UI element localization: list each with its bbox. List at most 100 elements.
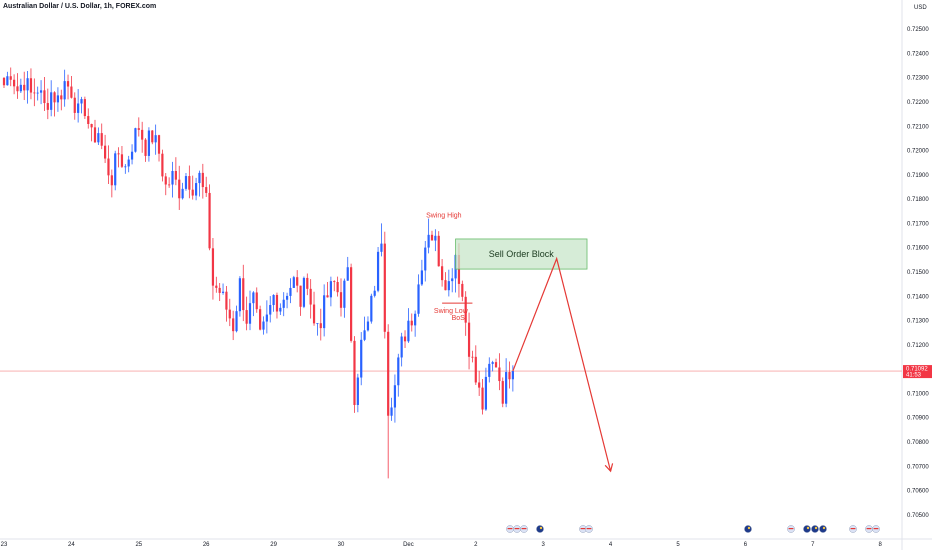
flag-stripe-icon xyxy=(514,528,520,530)
price-tick-label: 0.70500 xyxy=(907,513,929,519)
price-tick-label: 0.72400 xyxy=(907,51,929,57)
candle-body xyxy=(481,387,484,410)
time-tick-label: 2 xyxy=(474,542,478,548)
candle-body xyxy=(333,281,336,283)
candle-body xyxy=(441,266,444,281)
candle-body xyxy=(97,133,100,143)
candle-body xyxy=(471,356,474,358)
candle-body xyxy=(93,127,97,143)
candle-body xyxy=(198,172,201,184)
candle-body xyxy=(414,313,417,326)
candle-body xyxy=(427,234,430,248)
candle-body xyxy=(434,235,437,241)
candle-body xyxy=(252,292,255,304)
time-tick-label: 26 xyxy=(203,542,210,548)
candle-body xyxy=(73,97,76,113)
flag-stripe-icon xyxy=(521,528,527,530)
candle-body xyxy=(184,176,188,189)
candle-body xyxy=(168,184,171,186)
candle-body xyxy=(451,278,454,282)
candle-body xyxy=(114,153,117,186)
candle-body xyxy=(215,285,218,288)
globe-highlight-icon xyxy=(747,526,751,530)
candle-body xyxy=(124,166,127,168)
candle-body xyxy=(63,81,66,100)
candle-body xyxy=(309,288,312,305)
time-tick-label: 29 xyxy=(270,542,277,548)
price-tick-label: 0.71000 xyxy=(907,391,929,397)
candle-body xyxy=(275,294,279,312)
candle-body xyxy=(319,323,322,329)
time-tick-label: 3 xyxy=(542,542,546,548)
candle-body xyxy=(262,321,265,330)
projection-path xyxy=(512,256,612,472)
time-tick-label: 5 xyxy=(676,542,680,548)
candle-body xyxy=(265,314,268,322)
candle-body xyxy=(16,86,19,92)
candle-body xyxy=(279,307,282,312)
candle-body xyxy=(53,92,56,103)
flag-stripe-icon xyxy=(580,528,586,530)
candle-body xyxy=(312,304,316,324)
candle-body xyxy=(46,103,49,110)
price-tick-label: 0.72300 xyxy=(907,76,929,82)
time-tick-label: 8 xyxy=(879,542,883,548)
bos-label: BoS xyxy=(452,315,466,322)
candle-body xyxy=(2,77,6,86)
candle-body xyxy=(23,84,26,91)
candle-body xyxy=(400,336,403,358)
time-axis[interactable]: 23 24 25 26 29 30 Dec 2 3 4 5 6 7 8 xyxy=(1,542,883,548)
candle-body xyxy=(144,139,147,156)
candle-body xyxy=(43,90,46,104)
economic-events[interactable] xyxy=(506,525,880,533)
price-tick-label: 0.72000 xyxy=(907,149,929,155)
swing-low-label: Swing Low xyxy=(434,308,469,315)
candle-body xyxy=(296,277,299,286)
price-tick-label: 0.71300 xyxy=(907,319,929,325)
candle-body xyxy=(211,248,215,286)
price-axis[interactable]: 0.72500 0.72400 0.72300 0.72200 0.72100 0.720… xyxy=(907,27,929,519)
candle-body xyxy=(26,78,29,91)
candle-body xyxy=(13,79,16,87)
candle-body xyxy=(339,292,343,308)
candle-body xyxy=(39,90,43,93)
globe-highlight-icon xyxy=(814,526,818,530)
candle-body xyxy=(36,92,39,94)
candle-body xyxy=(221,291,225,293)
candle-body xyxy=(430,234,434,241)
candle-body xyxy=(437,235,440,267)
candle-body xyxy=(292,277,295,288)
flag-stripe-icon xyxy=(873,528,879,530)
candle-body xyxy=(346,267,349,281)
candle-body xyxy=(360,339,363,378)
time-tick-label: 4 xyxy=(609,542,613,548)
candle-body xyxy=(174,170,177,180)
candle-body xyxy=(80,99,83,104)
candle-body xyxy=(228,309,231,319)
candle-body xyxy=(66,81,70,87)
candle-body xyxy=(157,135,161,154)
candle-body xyxy=(393,385,397,408)
candle-body xyxy=(255,292,258,310)
candle-body xyxy=(484,376,488,410)
candle-body xyxy=(178,179,181,199)
candle-body xyxy=(120,154,124,167)
candle-body xyxy=(299,285,302,307)
candle-body xyxy=(225,291,228,310)
candle-body xyxy=(464,296,467,323)
candles xyxy=(2,67,514,479)
candle-body xyxy=(56,95,60,103)
candle-body xyxy=(134,128,137,152)
candle-body xyxy=(6,76,9,86)
price-tick-label: 0.70700 xyxy=(907,464,929,470)
candle-body xyxy=(77,103,80,113)
globe-event-icon xyxy=(536,525,544,533)
time-tick-label: Dec xyxy=(403,542,414,548)
candle-body xyxy=(498,367,501,382)
candle-body xyxy=(245,310,248,324)
countdown-value: 41:53 xyxy=(906,373,922,379)
candle-body xyxy=(488,363,491,377)
